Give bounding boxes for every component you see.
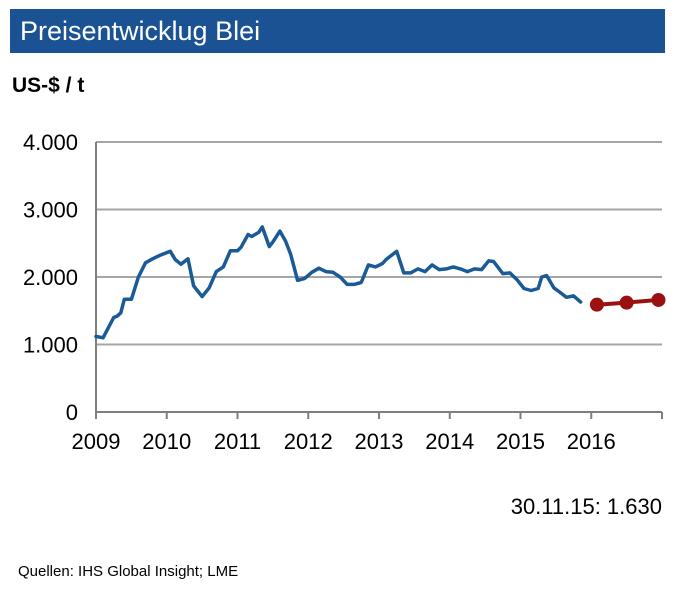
- y-tick-label: 3.000: [23, 198, 78, 223]
- x-tick-label: 2010: [142, 429, 191, 454]
- x-tick-label: 2016: [567, 429, 616, 454]
- x-tick-label: 2015: [496, 429, 545, 454]
- latest-value-annotation: 30.11.15: 1.630: [510, 494, 662, 519]
- sources-note: Quellen: IHS Global Insight; LME: [18, 563, 239, 580]
- title-bar: Preisentwicklug Blei: [10, 9, 665, 53]
- x-tick-label: 2012: [284, 429, 333, 454]
- x-tick-label: 2013: [355, 429, 404, 454]
- y-axis-unit-label: US-$ / t: [12, 74, 85, 97]
- forecast-marker: [651, 292, 666, 307]
- price-history-line: [94, 225, 583, 340]
- x-tick-label: 2009: [72, 429, 121, 454]
- y-tick-label: 1.000: [23, 333, 78, 358]
- forecast-marker: [589, 297, 604, 312]
- y-tick-label: 2.000: [23, 265, 78, 290]
- x-tick-label: 2014: [425, 429, 474, 454]
- forecast-marker: [619, 295, 634, 310]
- chart-title: Preisentwicklug Blei: [20, 16, 261, 46]
- y-tick-label: 4.000: [23, 130, 78, 155]
- y-tick-label: 0: [66, 400, 78, 425]
- x-tick-label: 2011: [214, 429, 261, 454]
